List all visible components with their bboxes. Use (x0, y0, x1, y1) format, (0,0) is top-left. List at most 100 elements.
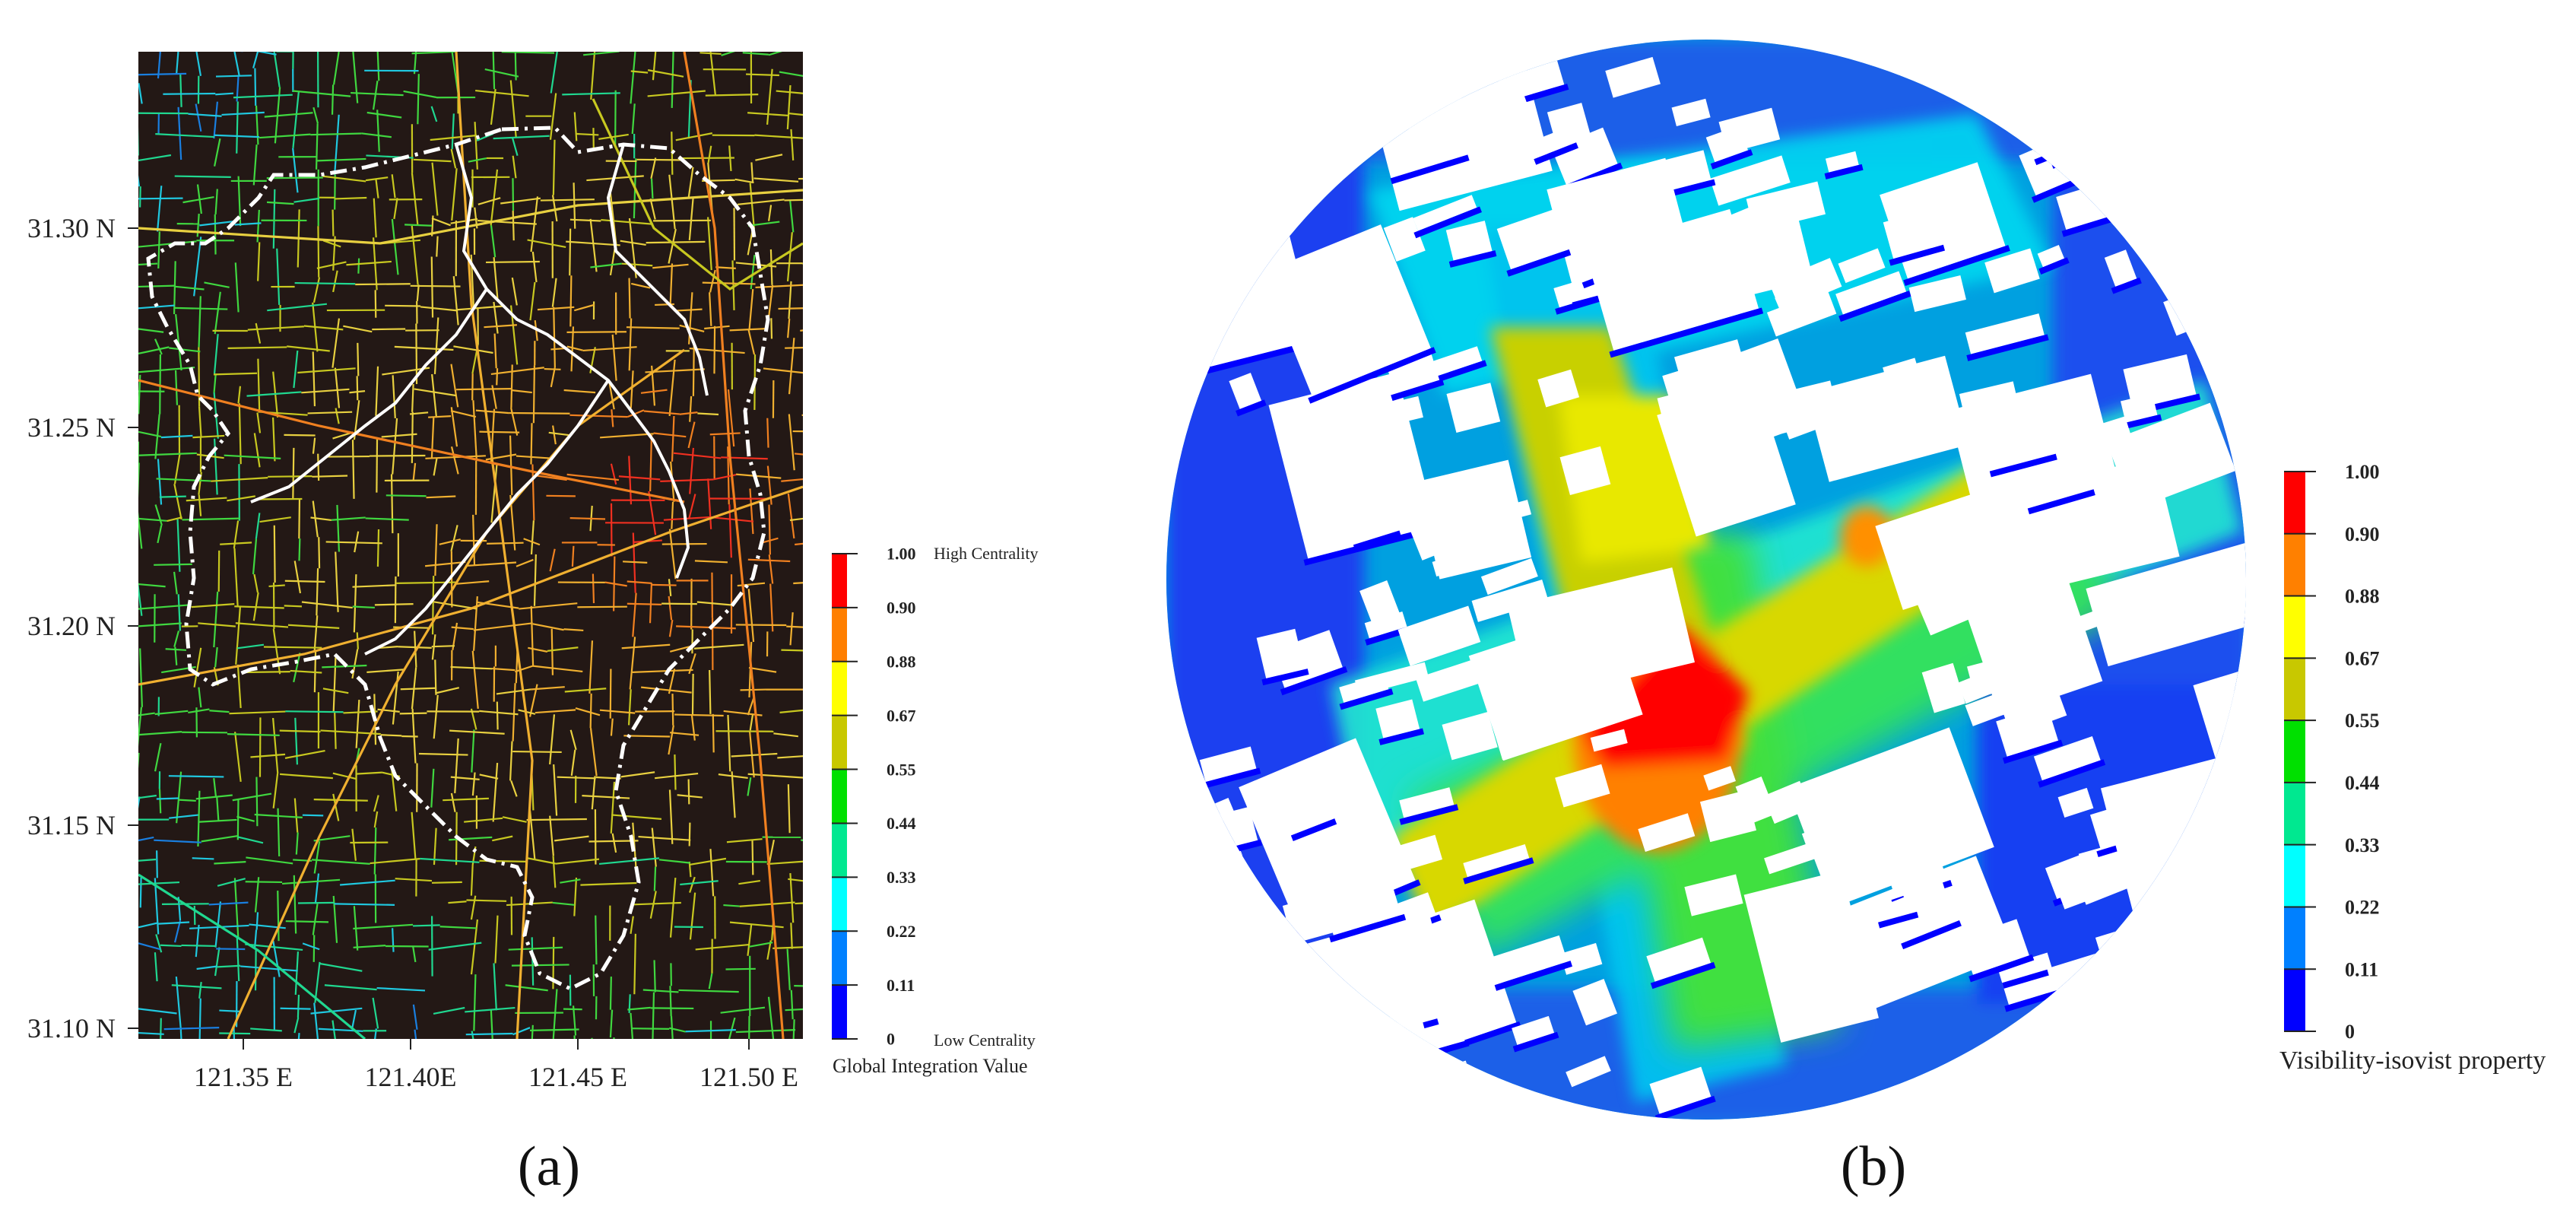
street-segment (673, 694, 674, 726)
street-segment (428, 416, 451, 418)
building-footprint (2116, 57, 2159, 96)
legend-tick-label: 0.90 (2345, 523, 2380, 545)
street-segment (512, 178, 513, 211)
building-shadow (1248, 155, 1294, 176)
building-shadow (2089, 76, 2165, 113)
street-segment (646, 242, 706, 243)
isovist-field (1166, 37, 2328, 1203)
street-segment (808, 641, 811, 699)
street-segment (192, 48, 243, 51)
street-segment (215, 214, 216, 255)
legend-color-swatch (2284, 596, 2305, 659)
street-segment (809, 1023, 811, 1078)
legend-tick-label: 0.11 (2345, 958, 2378, 980)
lon-tick-label: 121.45 E (528, 1062, 627, 1092)
street-segment (400, 713, 427, 714)
building-footprint (2232, 948, 2266, 975)
street-segment (681, 158, 734, 159)
building-shadow (2089, 152, 2158, 185)
legend-tick-label: 1.00 (2345, 461, 2380, 483)
street-segment (674, 715, 724, 716)
street-segment (419, 754, 468, 755)
street-segment (238, 800, 239, 840)
building-footprint (2105, 145, 2160, 178)
street-segment (219, 551, 220, 592)
street-segment (299, 499, 300, 539)
building-footprint (1238, 965, 1277, 1015)
street-segment (570, 518, 605, 519)
street-segment (268, 476, 312, 477)
street-segment (303, 815, 323, 816)
street-segment (808, 700, 813, 750)
building-shadow (2051, 136, 2123, 168)
building-footprint (1229, 917, 1294, 960)
street-segment (509, 413, 570, 414)
street-segment (595, 809, 596, 865)
building-shadow (1212, 1043, 1251, 1059)
street-segment (182, 945, 217, 946)
street-segment (298, 995, 299, 1018)
legend-tick-label: 0.67 (2345, 647, 2380, 669)
street-segment (138, 286, 175, 287)
building-footprint (1421, 1060, 1475, 1103)
street-segment (798, 178, 836, 179)
legend-title: Global Integration Value (833, 1055, 1028, 1077)
street-segment (563, 1009, 582, 1010)
legend-color-swatch (832, 931, 847, 985)
street-segment (175, 176, 231, 177)
street-segment (285, 711, 343, 712)
street-segment (803, 264, 826, 268)
street-segment (169, 776, 224, 777)
building-shadow (2048, 991, 2118, 1018)
street-segment (192, 858, 214, 859)
building-footprint (1383, 75, 1421, 109)
street-segment (709, 670, 710, 714)
street-segment (807, 620, 810, 641)
street-segment (736, 624, 786, 625)
street-segment (771, 249, 772, 285)
street-segment (395, 577, 396, 623)
legend-color-swatch (2284, 534, 2305, 596)
legend-tick-label: 0.22 (2345, 897, 2380, 919)
street-segment (298, 903, 335, 904)
building-footprint (1203, 916, 1241, 950)
building-footprint (2156, 122, 2220, 154)
street-segment (767, 418, 768, 448)
lon-tick-label: 121.35 E (194, 1062, 293, 1092)
street-segment (466, 900, 506, 901)
street-segment (166, 649, 186, 650)
building-shadow (2230, 792, 2329, 827)
building-footprint (1305, 1097, 1350, 1139)
lat-tick-label: 31.15 N (27, 810, 116, 840)
street-segment (802, 413, 853, 415)
street-segment (496, 368, 497, 385)
lon-tick-label: 121.50 E (700, 1062, 798, 1092)
street-segment (779, 308, 826, 309)
building-shadow (2121, 84, 2163, 103)
street-segment (357, 343, 358, 376)
street-segment (811, 592, 814, 620)
legend-color-swatch (832, 823, 847, 877)
panel-label-b: (b) (1841, 1136, 1906, 1198)
legend-tick-label: 0.90 (887, 599, 916, 618)
street-segment (570, 275, 571, 326)
lat-tick-label: 31.10 N (27, 1013, 116, 1043)
street-segment (634, 934, 636, 994)
street-segment (808, 1008, 814, 1023)
panel-b: 1.000.900.880.670.550.440.330.220.110 Vi… (1166, 37, 2546, 1203)
building-footprint (1970, 62, 2043, 95)
street-segment (358, 259, 359, 274)
legend-color-swatch (832, 985, 847, 1039)
street-segment (807, 230, 808, 274)
street-segment (267, 177, 323, 178)
legend-tick-label: 0.88 (887, 652, 916, 671)
building-footprint (2163, 276, 2243, 336)
building-shadow (1308, 1040, 1470, 1091)
street-segment (257, 912, 258, 929)
street-segment (392, 928, 393, 951)
legend-visibility-isovist: 1.000.900.880.670.550.440.330.220.110 (2284, 461, 2380, 1043)
street-segment (623, 561, 647, 563)
building-shadow (2036, 1176, 2152, 1203)
building-shadow (1340, 1044, 1414, 1074)
building-footprint (2003, 1040, 2038, 1072)
